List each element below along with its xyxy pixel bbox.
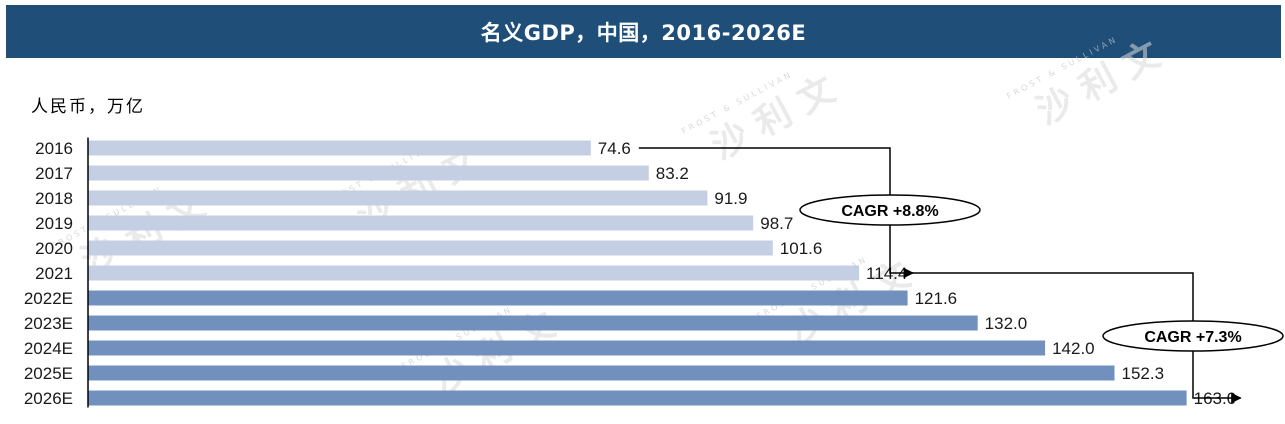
bar-2021 — [88, 265, 860, 281]
category-label-2026E: 2026E — [24, 389, 73, 408]
unit-label: 人民币，万亿 — [31, 97, 145, 117]
category-label-2017: 2017 — [35, 164, 73, 183]
cagr-bubble-1 — [799, 194, 981, 226]
category-label-2023E: 2023E — [24, 314, 73, 333]
bar-2016 — [88, 140, 591, 156]
bar-2020 — [88, 240, 773, 256]
value-label-2019: 98.7 — [760, 214, 793, 233]
category-label-2022E: 2022E — [24, 289, 73, 308]
chart-title-bar: 名义GDP，中国，2016-2026E — [6, 5, 1281, 58]
value-label-2023E: 132.0 — [985, 314, 1028, 333]
category-labels: 2016 2017 2018 2019 2020 2021 2022E 2023E 2024E 2… — [24, 139, 73, 408]
category-label-2019: 2019 — [35, 214, 73, 233]
bar-2019 — [88, 215, 754, 231]
bar-2017 — [88, 165, 649, 181]
cagr-label-2: CAGR +7.3% — [1144, 329, 1241, 346]
value-label-2017: 83.2 — [656, 164, 689, 183]
category-label-2025E: 2025E — [24, 364, 73, 383]
value-label-2020: 101.6 — [780, 239, 823, 258]
category-label-2024E: 2024E — [24, 339, 73, 358]
value-label-2016: 74.6 — [598, 139, 631, 158]
value-label-2018: 91.9 — [714, 189, 747, 208]
bar-2023E — [88, 315, 978, 331]
cagr-annotations: CAGR +8.8% CAGR +7.3% — [638, 147, 1284, 404]
bar-2026E — [88, 390, 1187, 406]
category-label-2016: 2016 — [35, 139, 73, 158]
bar-2018 — [88, 190, 708, 206]
category-label-2020: 2020 — [35, 239, 73, 258]
value-labels: 74.6 83.2 91.9 98.7 101.6 114.4 121.6 132.0 142.… — [598, 139, 1236, 408]
bars-layer — [87, 137, 1187, 408]
bar-2022E — [88, 290, 908, 306]
cagr-label-1: CAGR +8.8% — [841, 203, 938, 220]
value-label-2024E: 142.0 — [1052, 339, 1095, 358]
chart-title: 名义GDP，中国，2016-2026E — [480, 20, 807, 45]
value-label-2025E: 152.3 — [1122, 364, 1165, 383]
bar-2024E — [88, 340, 1046, 356]
category-label-2018: 2018 — [35, 189, 73, 208]
cagr-bubble-2 — [1102, 320, 1284, 352]
bar-2025E — [88, 365, 1115, 381]
value-label-2021: 114.4 — [866, 264, 907, 283]
value-label-2022E: 121.6 — [915, 289, 958, 308]
category-label-2021: 2021 — [35, 264, 73, 283]
